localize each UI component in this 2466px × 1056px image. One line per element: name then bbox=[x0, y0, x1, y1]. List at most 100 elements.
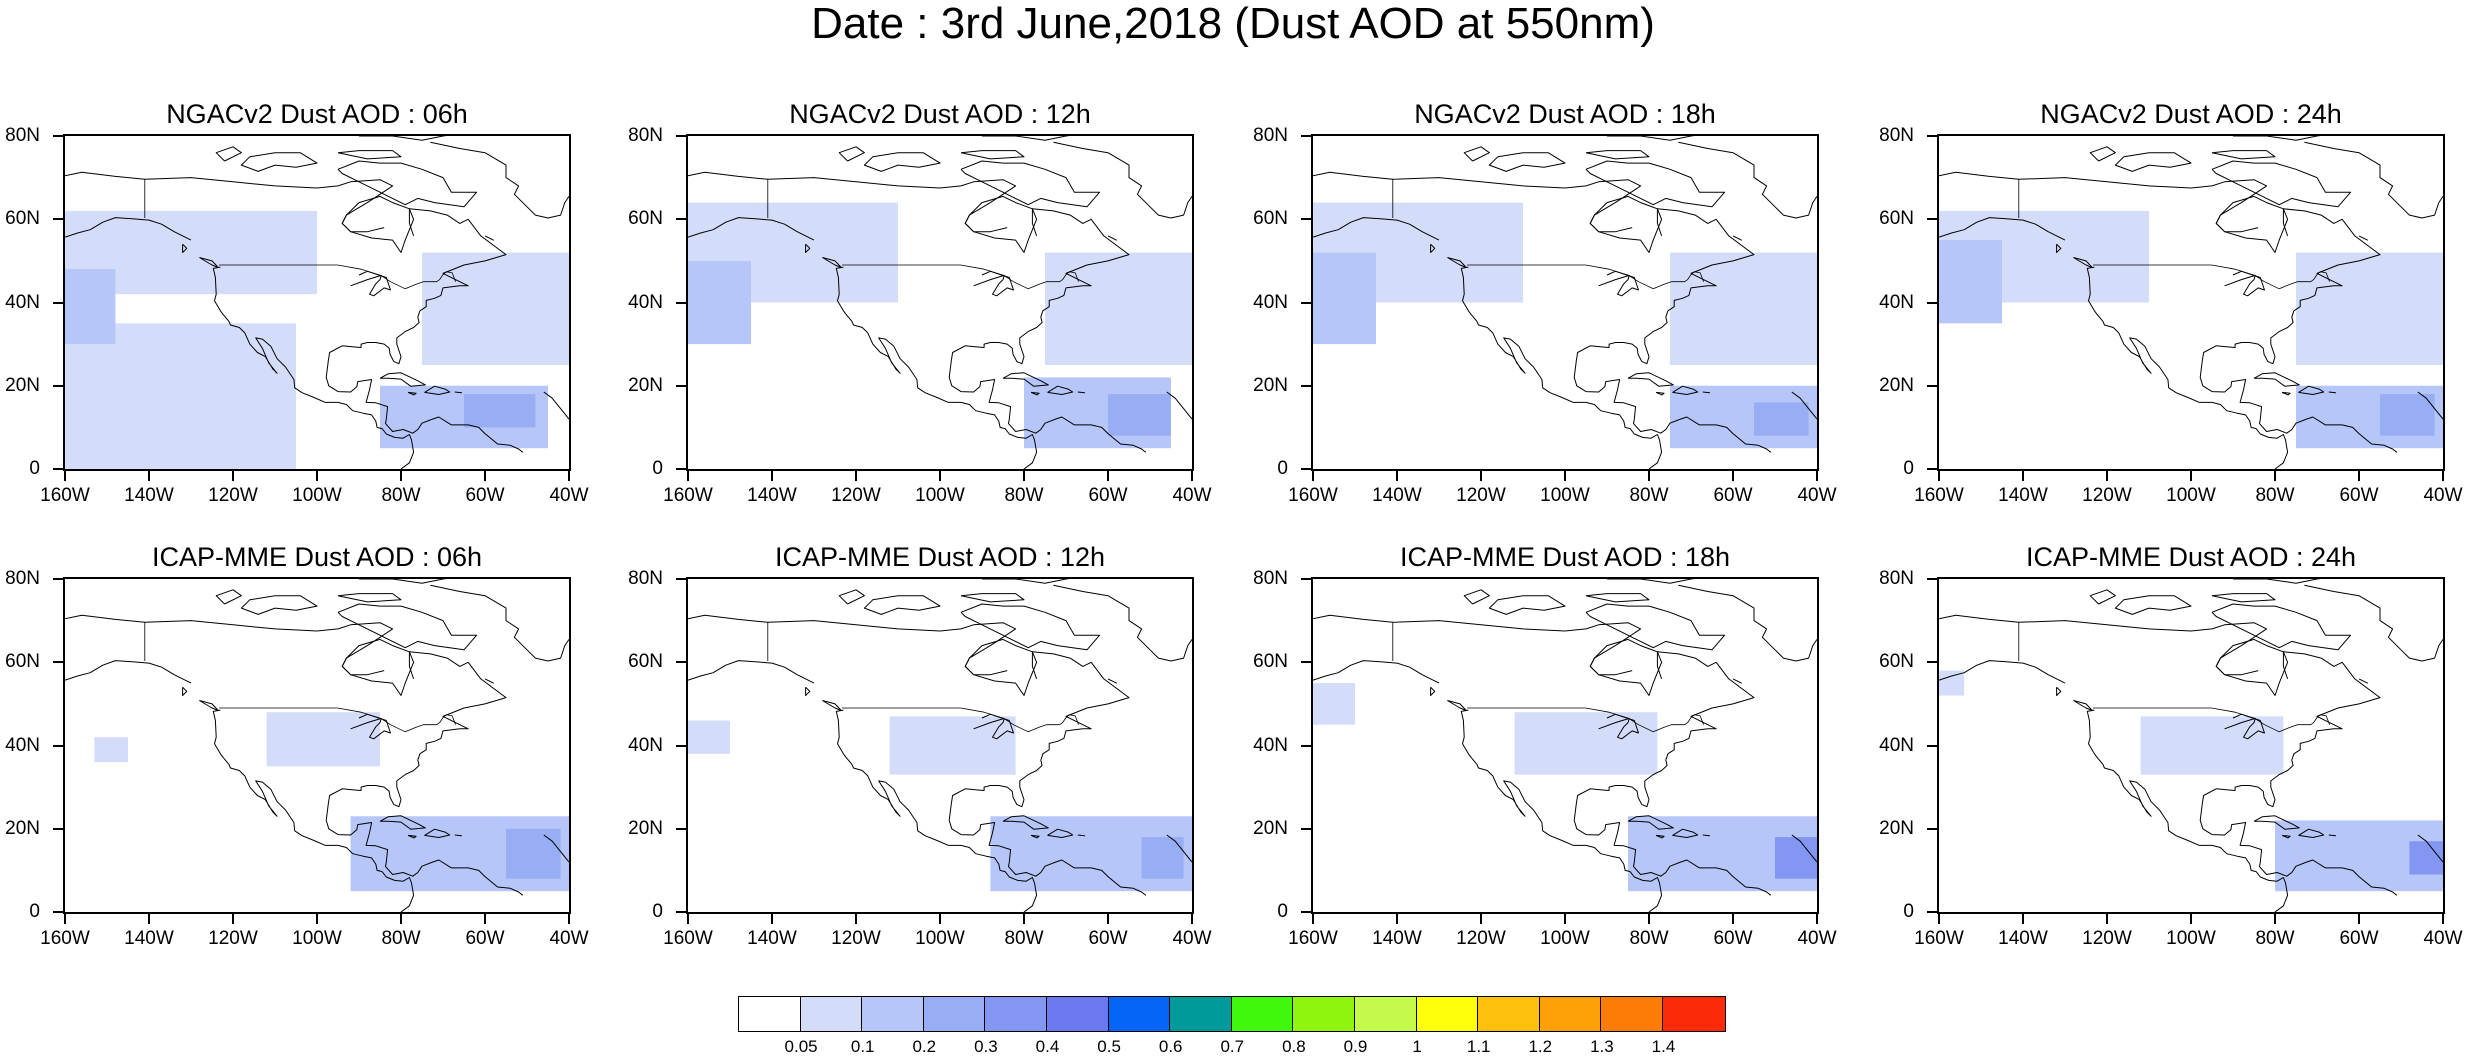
coastline bbox=[2328, 834, 2336, 837]
lat-tick bbox=[676, 911, 686, 913]
lat-tick bbox=[1301, 744, 1311, 747]
coastline bbox=[424, 828, 451, 838]
lat-tick-label: 0 bbox=[1277, 458, 1288, 479]
lat-tick bbox=[676, 135, 686, 137]
aod-region bbox=[2380, 394, 2435, 436]
colorbar-swatch bbox=[1354, 997, 1417, 1031]
coastline bbox=[2086, 266, 2289, 469]
colorbar-label: 0.8 bbox=[1282, 1037, 1306, 1056]
lon-tick-label: 40W bbox=[1172, 928, 1212, 949]
map-panel: NGACv2 Dust AOD : 18h 80N 60N 40N 20N 0 160W 14… bbox=[1248, 98, 1858, 518]
lon-tick-label: 160W bbox=[663, 485, 713, 506]
lon-tick-label: 140W bbox=[1998, 928, 2048, 949]
coastline bbox=[1672, 385, 1699, 395]
coastline bbox=[454, 391, 462, 394]
lon-tick-label: 100W bbox=[1540, 928, 1590, 949]
lon-tick-label: 140W bbox=[1372, 485, 1422, 506]
aod-region bbox=[1313, 683, 1355, 725]
coastline bbox=[1585, 150, 1650, 160]
lat-tick bbox=[676, 218, 686, 221]
lon-tick bbox=[2190, 914, 2192, 924]
colorbar-swatch bbox=[800, 997, 863, 1031]
lat-tick-label: 40N bbox=[1253, 734, 1288, 756]
coastline bbox=[215, 146, 242, 162]
coastline bbox=[407, 834, 417, 839]
lon-tick-label: 60W bbox=[1088, 485, 1128, 506]
lon-tick-label: 140W bbox=[124, 485, 174, 506]
coastline bbox=[2298, 385, 2325, 395]
lat-tick bbox=[53, 384, 63, 387]
lon-tick-label: 140W bbox=[124, 928, 174, 949]
coastline bbox=[1702, 834, 1710, 837]
coastline bbox=[2073, 700, 2093, 711]
lon-tick-label: 40W bbox=[1797, 928, 1837, 949]
coastline bbox=[337, 150, 402, 160]
lon-tick-label: 60W bbox=[1713, 485, 1753, 506]
lon-tick-label: 120W bbox=[2082, 485, 2132, 506]
aod-region bbox=[889, 716, 1016, 775]
coastline bbox=[1107, 678, 1117, 684]
coastline bbox=[1002, 815, 1049, 830]
colorbar-swatch bbox=[985, 997, 1047, 1031]
colorbar-label: 0.9 bbox=[1343, 1037, 1368, 1056]
map-svg bbox=[1313, 136, 1817, 469]
colorbar-label: 1.4 bbox=[1651, 1037, 1676, 1056]
lon-tick bbox=[2106, 914, 2108, 924]
map-panel: NGACv2 Dust AOD : 24h 80N 60N 40N 20N 0 160W 14… bbox=[1874, 98, 2466, 518]
coastline bbox=[973, 270, 1014, 297]
lat-tick-label: 60N bbox=[1879, 651, 1914, 673]
coastline bbox=[835, 709, 1038, 912]
colorbar-swatch bbox=[1416, 997, 1479, 1031]
aod-region bbox=[65, 269, 116, 345]
lon-tick-label: 80W bbox=[381, 485, 421, 506]
colorbar-swatch bbox=[862, 997, 924, 1031]
lat-tick bbox=[1927, 135, 1937, 137]
coastline bbox=[2358, 235, 2368, 241]
lon-tick bbox=[2274, 471, 2276, 481]
colorbar-label: 1.3 bbox=[1590, 1037, 1614, 1056]
coastline bbox=[1655, 391, 1665, 396]
lon-tick-label: 40W bbox=[1172, 485, 1212, 506]
lat-tick-label: 80N bbox=[1253, 568, 1288, 589]
lat-tick bbox=[53, 578, 63, 580]
colorbar-swatch bbox=[1662, 997, 1725, 1031]
coastline bbox=[1030, 834, 1040, 839]
lat-tick bbox=[1301, 827, 1311, 830]
aod-region bbox=[506, 828, 561, 879]
lat-tick bbox=[676, 744, 686, 747]
coastline bbox=[835, 266, 1038, 469]
coastline bbox=[805, 243, 811, 253]
border-line bbox=[2093, 707, 2330, 733]
lat-tick-label: 60N bbox=[1253, 208, 1288, 230]
lat-tick bbox=[53, 135, 63, 137]
aod-region bbox=[1939, 670, 1965, 696]
lon-tick bbox=[2022, 914, 2024, 924]
lat-tick-label: 20N bbox=[628, 374, 663, 396]
lon-tick bbox=[1732, 471, 1734, 481]
coastline bbox=[2304, 584, 2443, 662]
coastline bbox=[359, 136, 447, 141]
lon-tick bbox=[484, 471, 486, 481]
lon-tick bbox=[1732, 914, 1734, 924]
lat-tick bbox=[53, 468, 63, 470]
lon-tick-label: 60W bbox=[465, 928, 505, 949]
colorbar-label: 0.5 bbox=[1097, 1037, 1121, 1056]
lon-tick bbox=[1648, 914, 1650, 924]
coastline bbox=[1678, 141, 1817, 219]
main-title: Date : 3rd June,2018 (Dust AOD at 550nm) bbox=[811, 0, 1655, 48]
lon-tick-label: 60W bbox=[465, 485, 505, 506]
lon-tick bbox=[1480, 914, 1482, 924]
lon-tick-label: 40W bbox=[1797, 485, 1837, 506]
coastline bbox=[1598, 270, 1639, 297]
coastline bbox=[822, 700, 842, 711]
coastline bbox=[199, 257, 219, 268]
lon-tick-label: 80W bbox=[2255, 485, 2295, 506]
coastline bbox=[341, 638, 415, 680]
panel-title: ICAP-MME Dust AOD : 24h bbox=[2025, 542, 2357, 572]
coastline bbox=[1047, 385, 1074, 395]
lon-tick bbox=[939, 471, 941, 481]
colorbar-label: 0.1 bbox=[850, 1037, 875, 1056]
lat-tick-label: 20N bbox=[628, 817, 663, 839]
coastline bbox=[688, 217, 815, 241]
lon-tick bbox=[64, 914, 66, 924]
